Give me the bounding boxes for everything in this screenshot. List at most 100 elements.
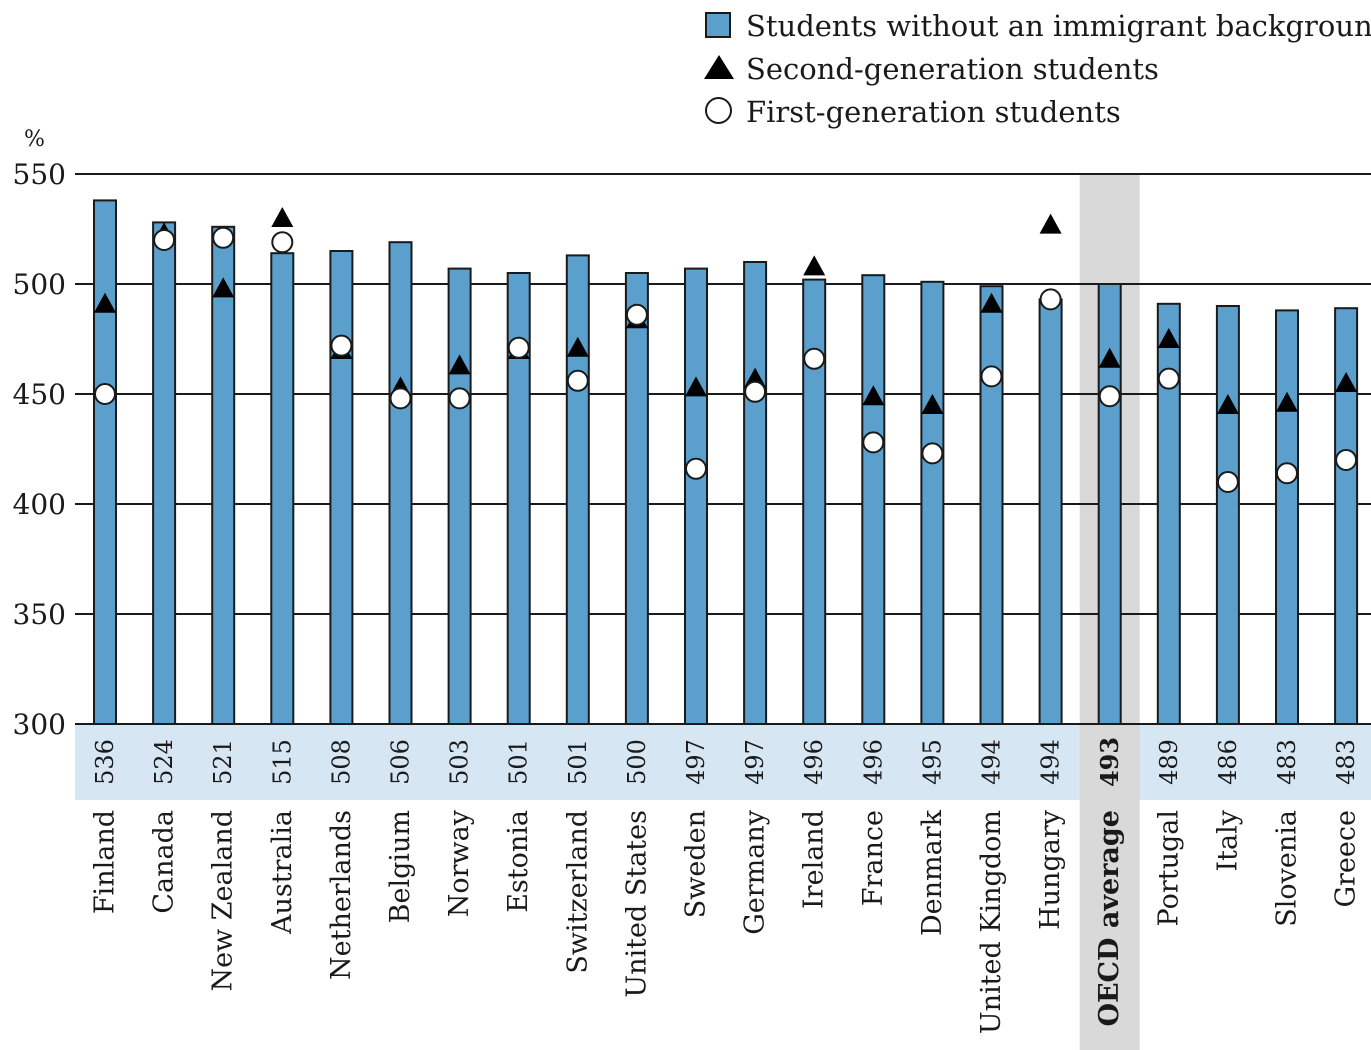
marker-first-generation <box>94 383 116 405</box>
bar-no-immigrant-background <box>565 254 590 725</box>
marker-second-generation <box>1216 394 1239 414</box>
bar-no-immigrant-background <box>506 272 531 725</box>
bar-no-immigrant-background <box>861 274 886 725</box>
category-label: Norway <box>444 809 475 917</box>
score-label: 497 <box>741 739 769 785</box>
marker-second-generation <box>685 376 707 397</box>
y-tick-label: 550 <box>13 158 66 191</box>
bar-no-immigrant-background <box>329 250 354 725</box>
bar-no-immigrant-background <box>388 241 413 725</box>
score-label: 524 <box>150 739 178 785</box>
bar-no-immigrant-background <box>920 280 945 725</box>
category-label: Portugal <box>1153 810 1184 927</box>
bar-swatch-icon <box>705 12 731 38</box>
score-label: 495 <box>918 739 946 785</box>
marker-second-generation <box>1098 347 1121 368</box>
marker-first-generation <box>1039 288 1062 311</box>
score-label: 515 <box>268 739 296 785</box>
category-label: Sweden <box>681 810 712 918</box>
bar-no-immigrant-background <box>684 267 708 725</box>
category-label: Belgium <box>385 810 416 923</box>
marker-first-generation <box>448 387 471 410</box>
score-label: 501 <box>505 739 533 785</box>
y-tick-label: 350 <box>13 598 66 631</box>
triangle-marker-icon <box>704 55 734 79</box>
bar-no-immigrant-background <box>211 225 236 726</box>
marker-second-generation <box>803 255 826 276</box>
y-tick-label: 300 <box>13 708 66 741</box>
score-label: 536 <box>91 739 119 785</box>
y-tick-label: 500 <box>13 268 66 301</box>
marker-second-generation <box>212 277 235 298</box>
category-label: Slovenia <box>1272 810 1303 927</box>
marker-second-generation <box>271 207 294 227</box>
marker-second-generation <box>1276 391 1298 412</box>
bar-no-immigrant-background <box>979 285 1004 725</box>
score-label: 521 <box>209 739 237 785</box>
category-label: Denmark <box>917 809 948 936</box>
circle-marker-icon <box>705 97 732 124</box>
legend-label-second-gen: Second-generation students <box>746 52 1159 86</box>
category-label: Greece <box>1331 810 1362 908</box>
category-label: Finland <box>90 810 121 914</box>
category-label: Switzerland <box>562 810 593 974</box>
y-tick-label: 450 <box>13 378 66 411</box>
marker-first-generation <box>1335 449 1358 471</box>
category-label: New Zealand <box>208 810 239 992</box>
legend-label-first-gen: First-generation students <box>746 95 1121 129</box>
marker-first-generation <box>625 303 648 326</box>
marker-first-generation <box>1216 471 1239 493</box>
bar-no-immigrant-background <box>743 261 768 725</box>
score-label: 497 <box>682 739 710 785</box>
bar-no-immigrant-background <box>447 267 472 725</box>
category-label: Netherlands <box>326 810 357 980</box>
marker-first-generation <box>212 226 235 249</box>
marker-second-generation <box>1335 372 1358 392</box>
bar-no-immigrant-background <box>624 272 649 725</box>
score-label: 483 <box>1273 739 1301 785</box>
score-label: 486 <box>1214 739 1242 785</box>
score-label: 500 <box>623 739 651 785</box>
category-label: Italy <box>1212 809 1243 871</box>
score-label: 496 <box>800 739 828 785</box>
bar-no-immigrant-background <box>1275 309 1299 725</box>
marker-second-generation <box>566 336 589 357</box>
marker-first-generation <box>330 334 353 357</box>
marker-first-generation <box>271 231 294 254</box>
y-tick-label: 400 <box>13 488 66 521</box>
category-label: OECD average <box>1094 810 1125 1027</box>
bar-no-immigrant-background <box>1215 305 1240 725</box>
y-axis-unit-label: % <box>24 127 45 152</box>
score-label: 489 <box>1155 739 1183 785</box>
marker-first-generation <box>389 387 412 410</box>
marker-second-generation <box>862 385 885 406</box>
bar-no-immigrant-background <box>152 221 177 725</box>
marker-second-generation <box>980 292 1003 313</box>
score-label: 501 <box>564 739 592 785</box>
category-label: United States <box>621 810 652 998</box>
category-label: France <box>858 810 889 906</box>
marker-first-generation <box>1098 385 1121 408</box>
score-label: 494 <box>978 739 1006 785</box>
score-label: 506 <box>387 739 415 785</box>
marker-first-generation <box>921 442 944 465</box>
score-label: 503 <box>446 739 474 785</box>
score-label: 483 <box>1332 739 1360 785</box>
category-label: United Kingdom <box>976 810 1007 1034</box>
score-label: 493 <box>1095 737 1124 787</box>
marker-second-generation <box>921 394 944 414</box>
marker-first-generation <box>862 431 885 454</box>
marker-first-generation <box>685 457 707 480</box>
legend-label-bar: Students without an immigrant background <box>746 9 1371 43</box>
category-label: Canada <box>149 810 180 914</box>
score-label: 494 <box>1037 739 1065 785</box>
category-label: Germany <box>740 809 771 935</box>
marker-second-generation <box>94 292 116 313</box>
category-label: Estonia <box>503 810 534 913</box>
marker-first-generation <box>1276 462 1298 485</box>
category-label: Hungary <box>1035 809 1066 930</box>
marker-second-generation <box>448 354 471 375</box>
marker-first-generation <box>744 380 767 403</box>
bar-no-immigrant-background <box>270 252 295 725</box>
